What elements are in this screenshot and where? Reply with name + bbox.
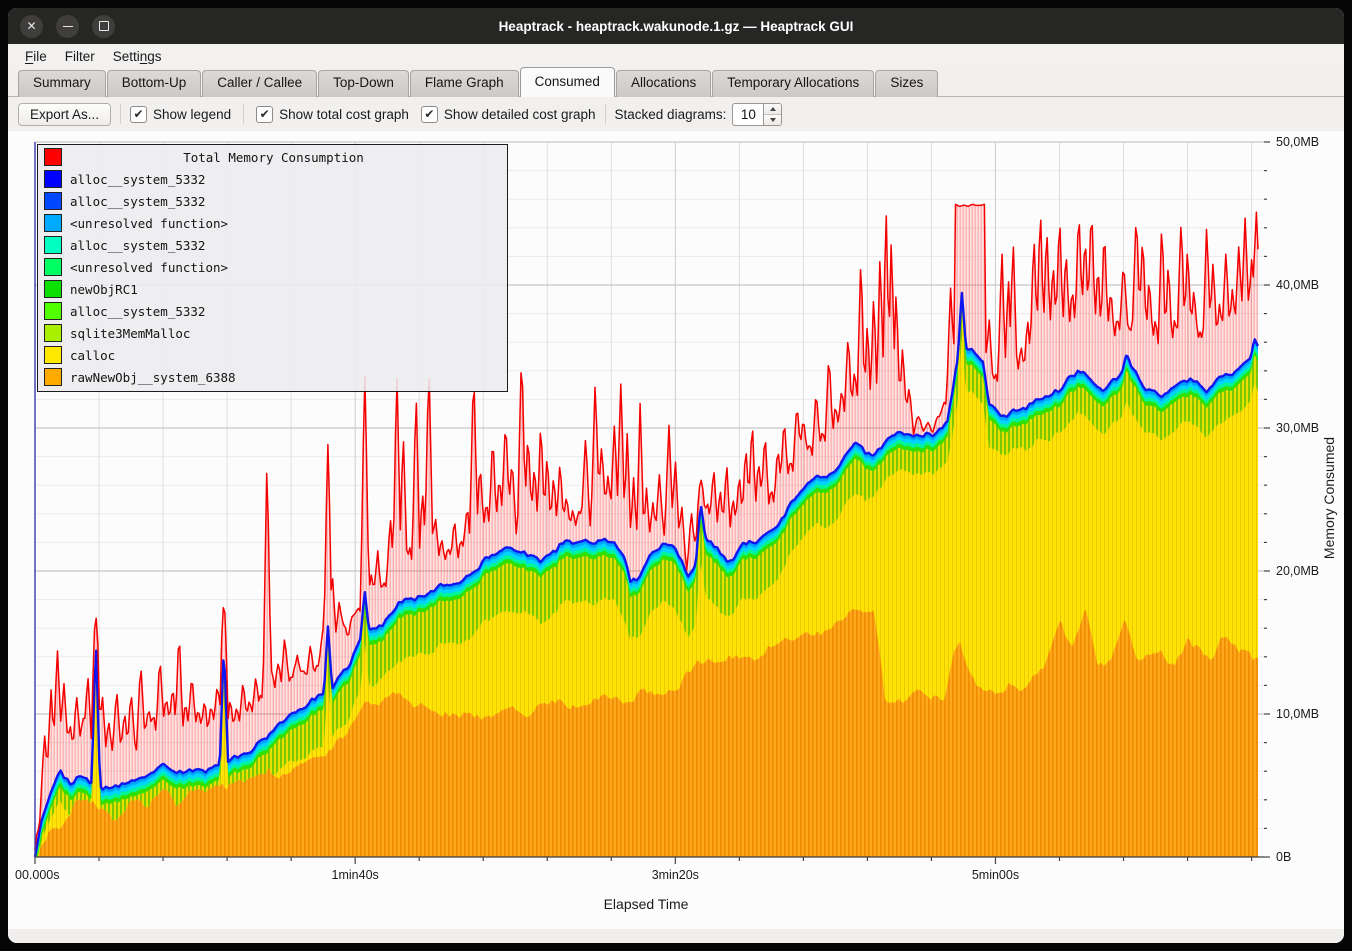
tab-flame-graph[interactable]: Flame Graph <box>409 70 519 97</box>
y-axis-tick-label: 50,0MB <box>1276 135 1319 149</box>
legend-item: alloc__system_5332 <box>38 190 507 212</box>
maximize-icon <box>98 21 109 31</box>
legend-item: alloc__system_5332 <box>38 234 507 256</box>
tab-allocations[interactable]: Allocations <box>615 70 712 97</box>
legend-label: calloc <box>70 347 116 363</box>
window-title: Heaptrack - heaptrack.wakunode.1.gz — He… <box>498 18 854 34</box>
y-axis-tick-label: 20,0MB <box>1276 564 1319 578</box>
tab-caller-callee[interactable]: Caller / Callee <box>202 70 318 97</box>
toolbar-separator <box>120 104 122 124</box>
legend-swatch <box>44 148 62 166</box>
y-axis-tick-label: 40,0MB <box>1276 278 1319 292</box>
legend-swatch <box>44 324 62 342</box>
legend-swatch <box>44 192 62 210</box>
minimize-icon <box>62 25 73 27</box>
legend-item: calloc <box>38 344 507 366</box>
legend-item: sqlite3MemMalloc <box>38 322 507 344</box>
chart-panel: 0B 10,0MB 20,0MB 30,0MB 40,0MB 50,0MB 00.000s 1… <box>8 131 1344 929</box>
tab-temporary-allocations[interactable]: Temporary Allocations <box>712 70 875 97</box>
consumed-chart[interactable]: 0B 10,0MB 20,0MB 30,0MB 40,0MB 50,0MB 00.000s 1… <box>8 131 1344 930</box>
legend-swatch <box>44 170 62 188</box>
checkbox-show-total-cost-graph[interactable]: ✔ Show total cost graph <box>256 105 409 123</box>
chevron-up-icon <box>769 106 776 111</box>
legend-label: alloc__system_5332 <box>70 237 206 253</box>
close-icon: ✕ <box>26 19 37 33</box>
heaptrack-window: ✕ Heaptrack - heaptrack.wakunode.1.gz — … <box>8 8 1344 943</box>
checkbox-label: Show detailed cost graph <box>443 106 596 122</box>
export-as-button[interactable]: Export As... <box>18 102 112 126</box>
spin-down-button[interactable] <box>764 113 782 125</box>
checkbox-label: Show total cost graph <box>279 106 409 122</box>
stacked-diagrams-control: Stacked diagrams: 10 <box>614 102 783 126</box>
stacked-diagrams-value[interactable]: 10 <box>732 102 764 126</box>
minimize-button[interactable] <box>56 14 79 38</box>
legend-swatch <box>44 258 62 276</box>
x-axis-tick-label: 1min40s <box>332 868 379 882</box>
legend-swatch <box>44 280 62 298</box>
menu-settings[interactable]: Settings <box>112 48 162 64</box>
x-axis-tick-label: 5min00s <box>972 868 1019 882</box>
menubar: File Filter Settings <box>8 44 1344 68</box>
checkbox-show-detailed-cost-graph[interactable]: ✔ Show detailed cost graph <box>420 105 596 123</box>
x-axis-title: Elapsed Time <box>604 896 689 912</box>
tab-summary[interactable]: Summary <box>18 70 106 97</box>
legend-swatch <box>44 346 62 364</box>
legend-label: alloc__system_5332 <box>70 193 206 209</box>
tab-sizes[interactable]: Sizes <box>875 70 939 97</box>
legend-title: Total Memory Consumption <box>183 149 364 165</box>
checkbox-show-legend[interactable]: ✔ Show legend <box>130 105 232 123</box>
legend-item: alloc__system_5332 <box>38 300 507 322</box>
legend-swatch <box>44 368 62 386</box>
legend-title-row: Total Memory Consumption <box>38 146 507 168</box>
legend-label: newObjRC1 <box>70 281 138 297</box>
legend-label: <unresolved function> <box>70 215 229 231</box>
legend-item: rawNewObj__system_6388 <box>38 366 507 388</box>
checkbox-icon: ✔ <box>420 105 438 123</box>
toolbar: Export As... ✔ Show legend ✔ Show total cos… <box>8 97 1344 131</box>
tab-bottom-up[interactable]: Bottom-Up <box>106 70 202 97</box>
tab-consumed[interactable]: Consumed <box>519 67 615 97</box>
legend-label: <unresolved function> <box>70 259 229 275</box>
legend-swatch <box>44 302 62 320</box>
legend-label: rawNewObj__system_6388 <box>70 369 236 385</box>
checkbox-label: Show legend <box>153 106 232 122</box>
legend-item: alloc__system_5332 <box>38 168 507 190</box>
chart-legend: Total Memory Consumption alloc__system_53… <box>37 144 508 392</box>
legend-swatch <box>44 236 62 254</box>
menu-file[interactable]: File <box>25 48 47 64</box>
menu-filter[interactable]: Filter <box>64 48 95 64</box>
stacked-diagrams-label: Stacked diagrams: <box>614 106 727 122</box>
y-axis-tick-label: 10,0MB <box>1276 707 1319 721</box>
legend-item: newObjRC1 <box>38 278 507 300</box>
y-axis-tick-label: 30,0MB <box>1276 421 1319 435</box>
status-bar <box>8 929 1344 943</box>
x-axis-tick-label: 00.000s <box>15 868 59 882</box>
legend-label: alloc__system_5332 <box>70 303 206 319</box>
titlebar[interactable]: ✕ Heaptrack - heaptrack.wakunode.1.gz — … <box>8 8 1344 44</box>
tab-bar: Summary Bottom-Up Caller / Callee Top-Down F… <box>8 67 1344 97</box>
tab-top-down[interactable]: Top-Down <box>318 70 409 97</box>
legend-item: <unresolved function> <box>38 256 507 278</box>
legend-swatch <box>44 214 62 232</box>
spin-up-button[interactable] <box>764 103 782 114</box>
legend-item: <unresolved function> <box>38 212 507 234</box>
window-controls: ✕ <box>20 8 115 44</box>
y-axis-title: Memory Consumed <box>1321 437 1337 559</box>
checkbox-group: ✔ Show legend ✔ Show total cost graph ✔ Show … <box>130 104 596 124</box>
legend-label: sqlite3MemMalloc <box>70 325 191 341</box>
checkbox-icon: ✔ <box>130 105 148 123</box>
toolbar-separator <box>604 104 606 124</box>
chevron-down-icon <box>769 117 776 122</box>
toolbar-separator <box>243 104 245 124</box>
x-axis-tick-label: 3min20s <box>652 868 699 882</box>
legend-label: alloc__system_5332 <box>70 171 206 187</box>
y-axis-tick-label: 0B <box>1276 850 1291 864</box>
stacked-diagrams-spinbox: 10 <box>732 102 783 126</box>
close-button[interactable]: ✕ <box>20 14 43 38</box>
checkbox-icon: ✔ <box>256 105 274 123</box>
maximize-button[interactable] <box>92 14 115 38</box>
